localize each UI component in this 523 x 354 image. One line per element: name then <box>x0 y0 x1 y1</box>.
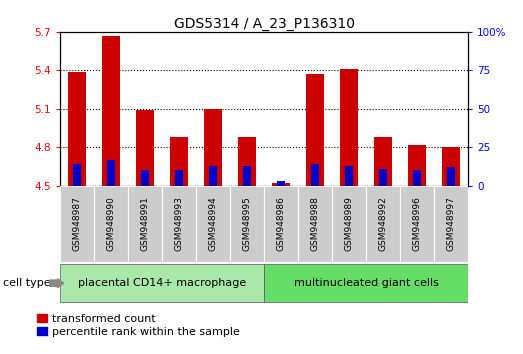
Text: GSM948990: GSM948990 <box>107 196 116 251</box>
Bar <box>277 181 286 186</box>
Bar <box>141 170 150 186</box>
Bar <box>298 186 332 262</box>
Bar <box>442 147 460 186</box>
Bar <box>238 137 256 186</box>
Text: GSM948994: GSM948994 <box>209 196 218 251</box>
Bar <box>434 186 468 262</box>
Bar <box>60 186 94 262</box>
Bar <box>413 170 422 186</box>
Bar <box>170 137 188 186</box>
Text: GSM948996: GSM948996 <box>413 196 422 251</box>
Text: multinucleated giant cells: multinucleated giant cells <box>293 278 439 288</box>
Bar <box>340 69 358 186</box>
Bar <box>175 170 184 186</box>
Bar <box>230 186 264 262</box>
Text: GSM948993: GSM948993 <box>175 196 184 251</box>
Bar <box>264 186 298 262</box>
Bar <box>209 166 218 186</box>
Text: GSM948997: GSM948997 <box>447 196 456 251</box>
Bar <box>366 186 400 262</box>
Bar <box>68 72 86 186</box>
Text: GSM948987: GSM948987 <box>73 196 82 251</box>
Bar <box>243 166 252 186</box>
Bar <box>272 183 290 186</box>
Text: GSM948989: GSM948989 <box>345 196 354 251</box>
Bar <box>345 166 354 186</box>
Bar <box>128 186 162 262</box>
Text: GSM948995: GSM948995 <box>243 196 252 251</box>
Bar <box>447 167 456 186</box>
Bar <box>162 186 196 262</box>
Bar <box>60 264 264 302</box>
Bar <box>102 36 120 186</box>
Bar <box>332 186 366 262</box>
Bar <box>136 110 154 186</box>
Bar <box>311 164 320 186</box>
Bar <box>374 137 392 186</box>
Text: GSM948988: GSM948988 <box>311 196 320 251</box>
Text: cell type: cell type <box>3 278 50 288</box>
Bar <box>94 186 128 262</box>
Bar <box>204 109 222 186</box>
Bar <box>400 186 434 262</box>
Text: GSM948986: GSM948986 <box>277 196 286 251</box>
Legend: transformed count, percentile rank within the sample: transformed count, percentile rank withi… <box>37 314 241 337</box>
Bar <box>408 145 426 186</box>
Text: placental CD14+ macrophage: placental CD14+ macrophage <box>78 278 246 288</box>
Text: GSM948991: GSM948991 <box>141 196 150 251</box>
Bar <box>107 160 116 186</box>
Bar <box>196 186 230 262</box>
Bar <box>264 264 468 302</box>
Title: GDS5314 / A_23_P136310: GDS5314 / A_23_P136310 <box>174 17 355 31</box>
Bar <box>306 74 324 186</box>
Text: GSM948992: GSM948992 <box>379 196 388 251</box>
Bar <box>379 169 388 186</box>
Bar <box>73 164 82 186</box>
